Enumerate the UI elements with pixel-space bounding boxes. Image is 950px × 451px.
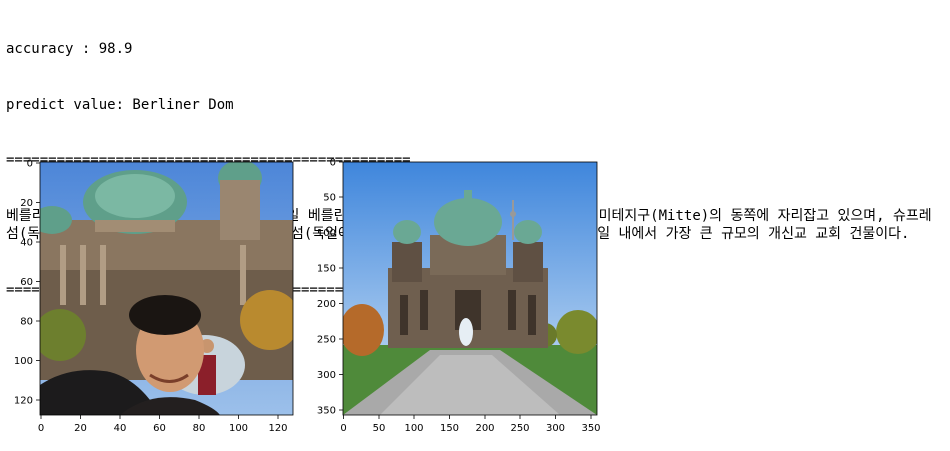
left-x-tick-label: 80 [193, 423, 206, 434]
right-x-tick-label: 0 [340, 423, 346, 434]
left-x-axis: 0 20 40 60 80 100 120 [38, 415, 288, 434]
left-x-tick-label: 100 [229, 423, 248, 434]
matplotlib-figure: 0 20 40 60 80 100 120 0 20 40 60 80 100 … [0, 150, 620, 447]
figure-canvas: 0 20 40 60 80 100 120 0 20 40 60 80 100 … [14, 158, 601, 435]
left-axes-frame [39, 161, 294, 416]
right-y-tick-label: 0 [330, 158, 336, 169]
left-y-axis: 0 20 40 60 80 100 120 [14, 159, 40, 407]
left-x-tick-label: 40 [114, 423, 127, 434]
right-axes-frame [342, 161, 598, 416]
accuracy-line: accuracy : 98.9 [6, 41, 133, 57]
right-y-axis: 0 50 100 150 200 250 300 350 [317, 158, 343, 417]
left-y-tick-label: 80 [20, 317, 33, 328]
left-y-tick-label: 120 [14, 396, 33, 407]
left-y-tick-label: 20 [20, 198, 33, 209]
right-x-tick-label: 50 [373, 423, 386, 434]
right-x-tick-label: 250 [510, 423, 529, 434]
left-y-tick-label: 60 [20, 277, 33, 288]
left-x-tick-label: 60 [153, 423, 166, 434]
selfie-image [40, 162, 293, 415]
right-y-tick-label: 300 [317, 370, 336, 381]
left-y-tick-label: 100 [14, 356, 33, 367]
right-x-tick-label: 300 [546, 423, 565, 434]
left-x-tick-label: 20 [74, 423, 87, 434]
right-x-tick-label: 150 [440, 423, 459, 434]
left-y-tick-label: 40 [20, 238, 33, 249]
cathedral-image [343, 162, 597, 415]
left-x-tick-label: 120 [268, 423, 287, 434]
right-y-tick-label: 350 [317, 406, 336, 417]
right-y-tick-label: 100 [317, 228, 336, 239]
right-y-tick-label: 150 [317, 264, 336, 275]
left-x-tick-label: 0 [38, 423, 44, 434]
right-x-tick-label: 100 [404, 423, 423, 434]
right-y-tick-label: 50 [323, 193, 336, 204]
right-x-axis: 0 50 100 150 200 250 300 350 [340, 415, 601, 434]
right-y-tick-label: 250 [317, 335, 336, 346]
left-y-tick-label: 0 [27, 159, 33, 170]
right-x-tick-label: 200 [475, 423, 494, 434]
right-y-tick-label: 200 [317, 299, 336, 310]
right-x-tick-label: 350 [581, 423, 600, 434]
predict-value-line: predict value: Berliner Dom [6, 96, 234, 113]
